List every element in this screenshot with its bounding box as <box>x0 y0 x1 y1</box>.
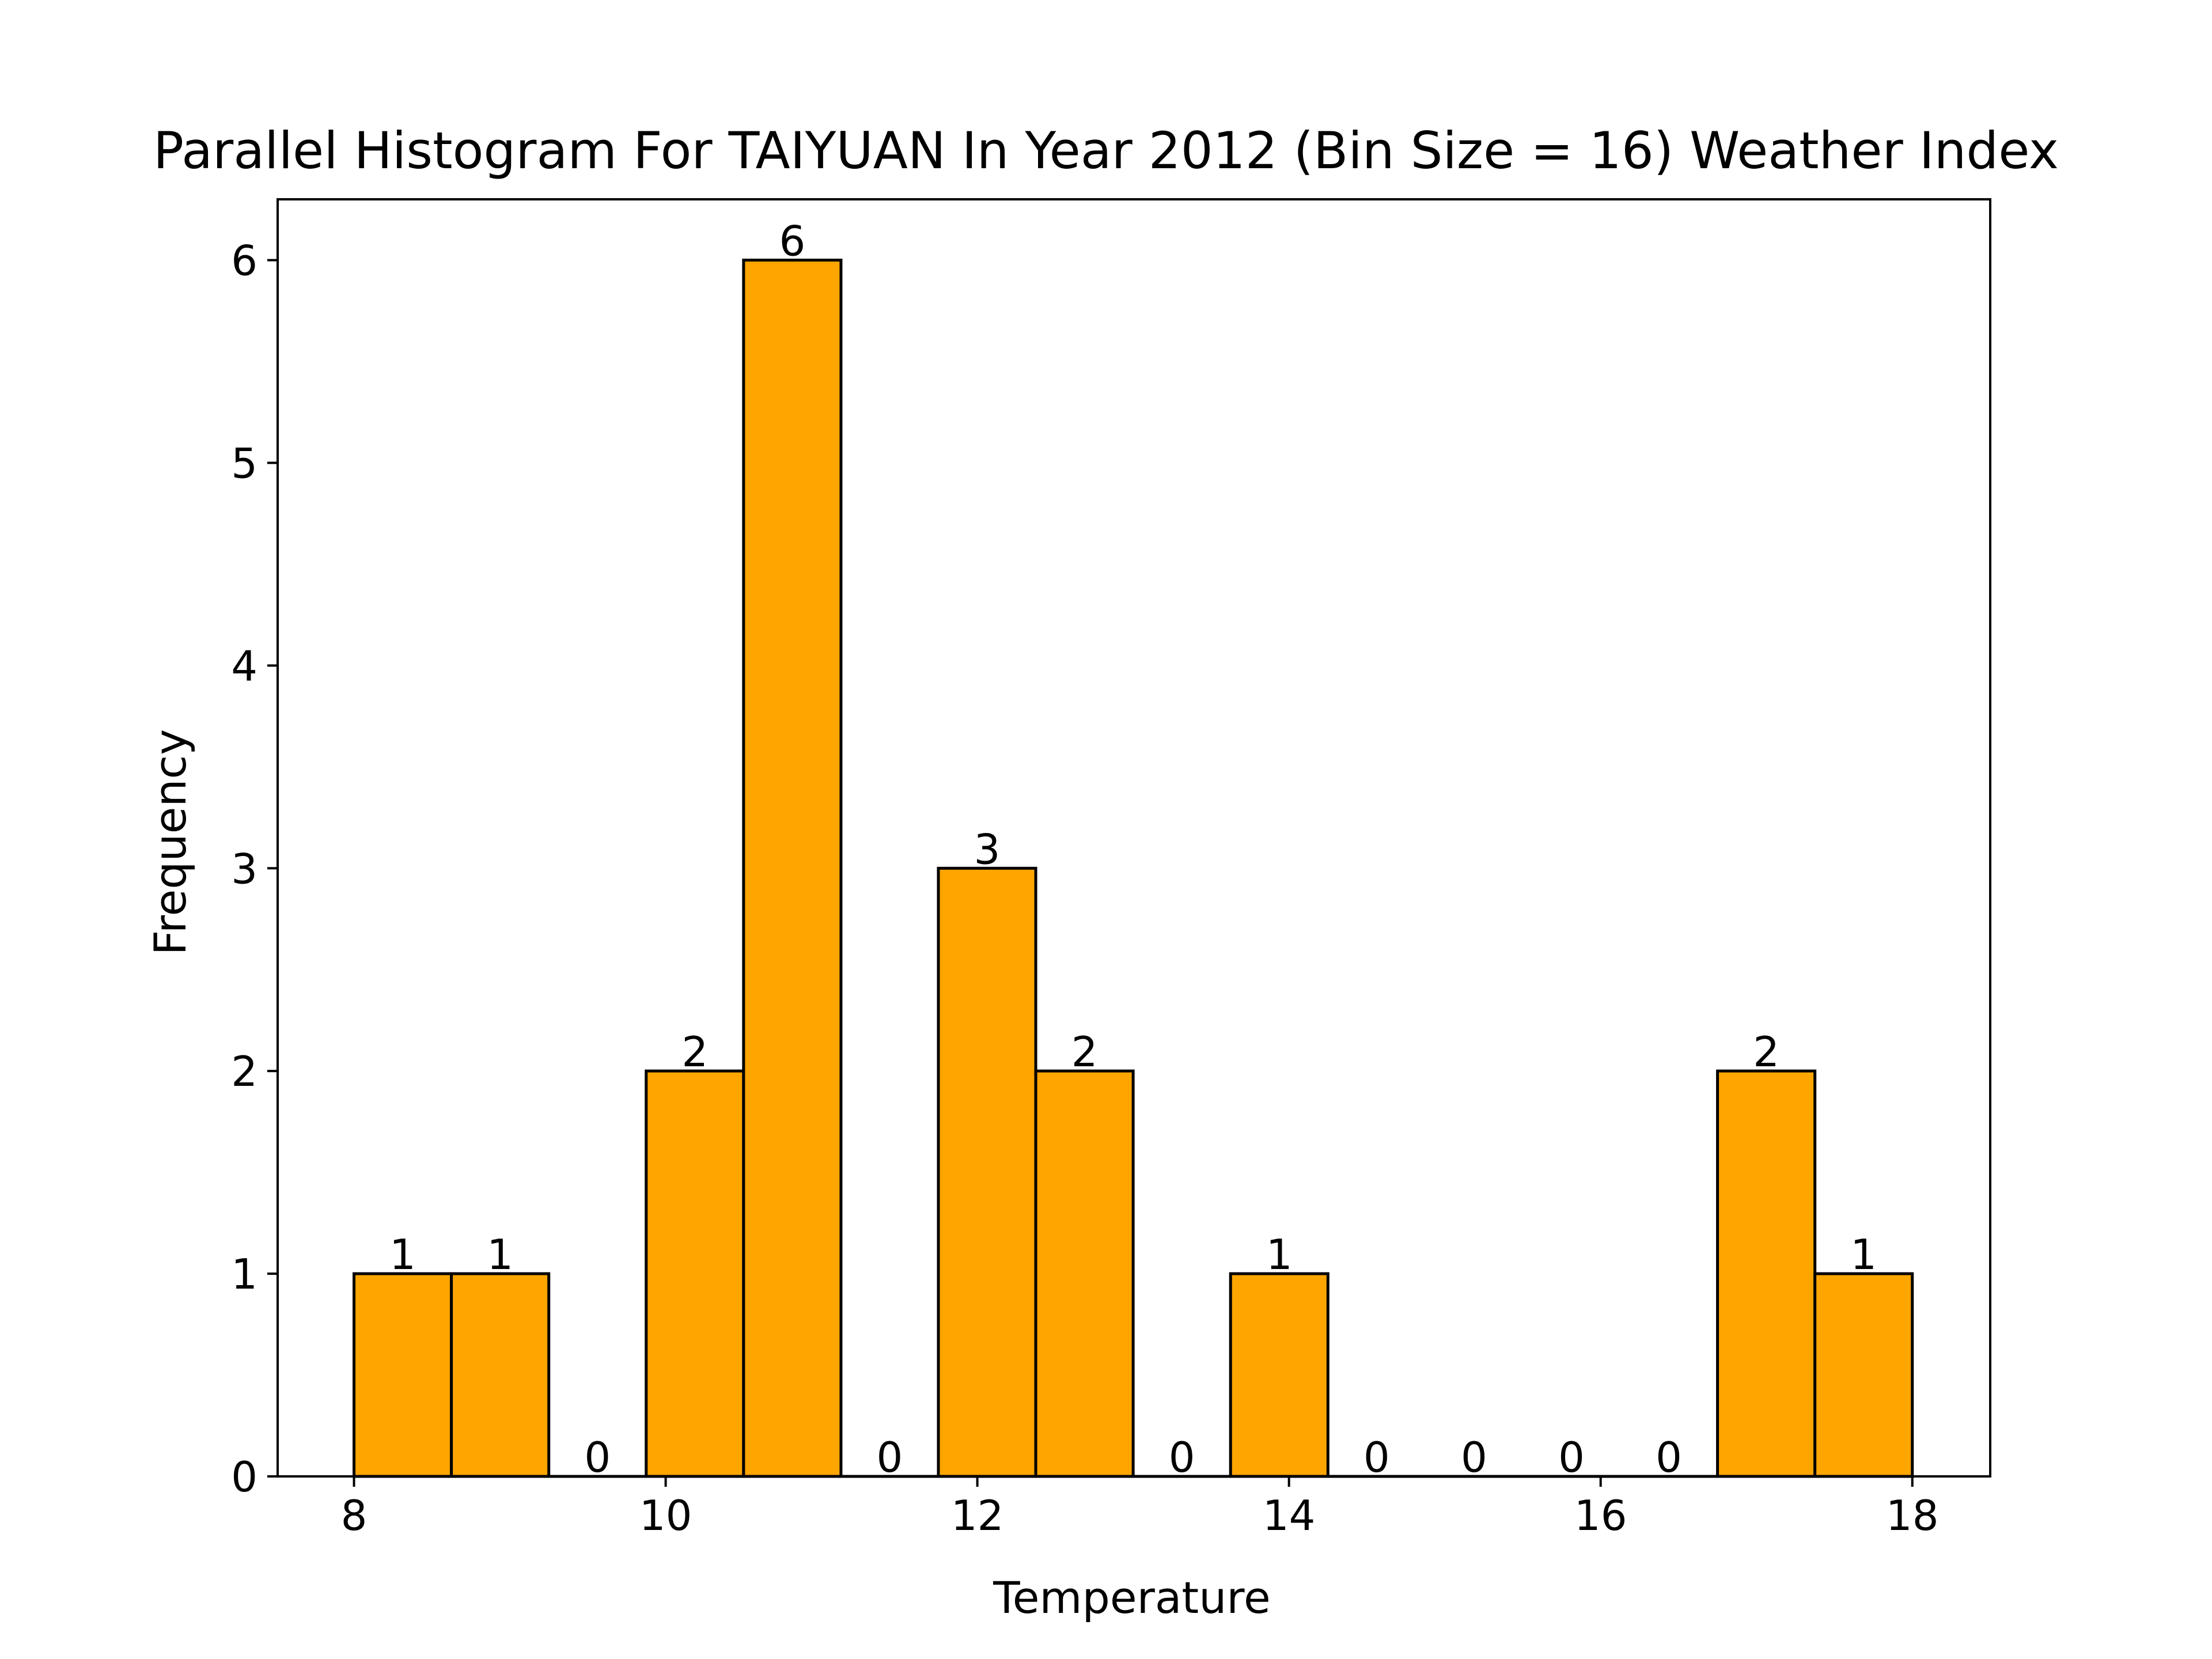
x-tick-label: 12 <box>951 1491 1004 1540</box>
y-tick-label: 2 <box>231 1047 257 1096</box>
y-axis-label: Frequency <box>145 729 196 956</box>
bar-value-label: 0 <box>1558 1433 1585 1482</box>
x-tick-label: 16 <box>1574 1491 1627 1540</box>
histogram-bar <box>1034 1069 1135 1478</box>
histogram-bar <box>1229 1272 1330 1478</box>
x-axis-ticks: 8 10 12 14 16 18 <box>341 1476 1939 1540</box>
bar-value-label: 2 <box>1753 1028 1779 1076</box>
y-tick-label: 5 <box>231 439 257 487</box>
histogram-bar <box>1716 1069 1817 1478</box>
bar-value-label: 1 <box>1266 1230 1293 1279</box>
bar-value-label: 0 <box>584 1433 611 1482</box>
y-axis-ticks: 0 1 2 3 4 5 6 <box>231 237 278 1501</box>
x-tick-label: 8 <box>341 1491 368 1540</box>
histogram-bar <box>450 1272 551 1478</box>
bar-value-label: 2 <box>681 1028 708 1076</box>
y-tick-label: 1 <box>231 1250 257 1298</box>
x-tick-label: 14 <box>1263 1491 1316 1540</box>
bar-value-label: 6 <box>779 217 805 266</box>
x-tick-label: 18 <box>1886 1491 1939 1540</box>
bar-value-label: 1 <box>487 1230 513 1279</box>
histogram-bar <box>645 1069 745 1478</box>
x-axis-label: Temperature <box>993 1572 1270 1623</box>
histogram-bar <box>937 866 1037 1478</box>
bar-value-label: 0 <box>1169 1433 1195 1482</box>
bar-value-label: 3 <box>974 825 1001 873</box>
y-tick-label: 6 <box>231 237 257 285</box>
histogram-bar <box>1813 1272 1914 1478</box>
bar-value-label: 0 <box>1363 1433 1390 1482</box>
plot-frame <box>276 198 1991 1478</box>
chart-title: Parallel Histogram For TAIYUAN In Year 2… <box>153 121 2059 180</box>
bars-group <box>353 259 1914 1478</box>
bar-value-label: 2 <box>1071 1028 1098 1076</box>
bar-labels-group: 1 1 0 2 6 0 3 2 0 1 0 0 0 0 2 1 <box>389 217 1877 1482</box>
histogram-bar <box>353 1272 453 1478</box>
bar-value-label: 1 <box>389 1230 416 1279</box>
x-tick-label: 10 <box>639 1491 692 1540</box>
bar-value-label: 0 <box>877 1433 903 1482</box>
bar-value-label: 1 <box>1850 1230 1877 1279</box>
y-tick-label: 0 <box>231 1453 257 1501</box>
histogram-bar <box>742 259 843 1478</box>
y-tick-label: 3 <box>231 844 257 893</box>
bar-value-label: 0 <box>1656 1433 1682 1482</box>
bar-value-label: 0 <box>1461 1433 1487 1482</box>
y-tick-label: 4 <box>231 642 257 690</box>
